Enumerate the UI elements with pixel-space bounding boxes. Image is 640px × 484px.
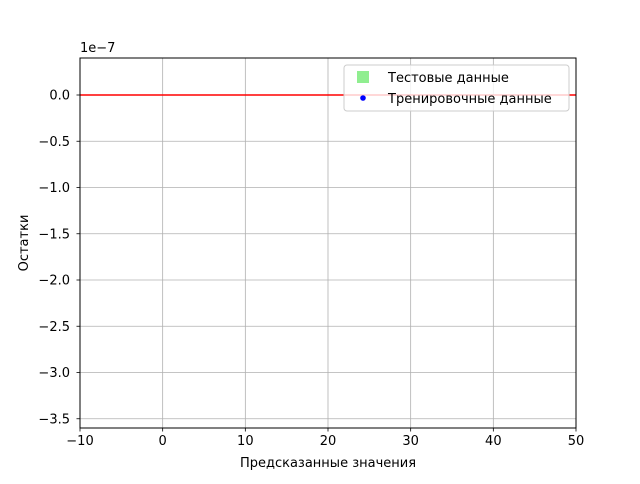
- legend-box: [343, 64, 570, 112]
- grid: [79, 58, 577, 428]
- legend-circle-marker: [360, 95, 366, 101]
- x-tick-label: 20: [320, 434, 337, 449]
- legend-square-marker: [357, 71, 369, 83]
- y-tick-label: −2.0: [38, 274, 70, 289]
- y-tick-label: −1.0: [38, 181, 70, 196]
- x-tick-label: 10: [237, 434, 254, 449]
- x-tick-label: 50: [568, 434, 585, 449]
- legend-label-test: Тестовые данные: [387, 71, 509, 86]
- legend: Тестовые данные Тренировочные данные: [343, 64, 570, 112]
- y-axis-offset-text: 1e−7: [80, 41, 115, 56]
- y-tick-label: −0.5: [38, 135, 70, 150]
- y-tick-label: −3.5: [38, 412, 70, 427]
- x-tick-label: 40: [485, 434, 502, 449]
- y-tick-label: −1.5: [38, 227, 70, 242]
- y-tick-label: −3.0: [38, 366, 70, 381]
- x-tick-label: 30: [402, 434, 419, 449]
- y-axis-ticks: 0.0 −0.5 −1.0 −1.5 −2.0 −2.5 −3.0 −3.5: [38, 89, 80, 427]
- x-axis-ticks: −10 0 10 20 30 40 50: [66, 428, 584, 449]
- y-tick-label: 0.0: [49, 89, 70, 104]
- y-axis-label: Остатки: [17, 215, 32, 272]
- legend-label-train: Тренировочные данные: [387, 92, 552, 107]
- y-tick-label: −2.5: [38, 320, 70, 335]
- x-tick-label: −10: [66, 434, 93, 449]
- x-tick-label: 0: [159, 434, 167, 449]
- x-axis-label: Предсказанные значения: [240, 456, 416, 471]
